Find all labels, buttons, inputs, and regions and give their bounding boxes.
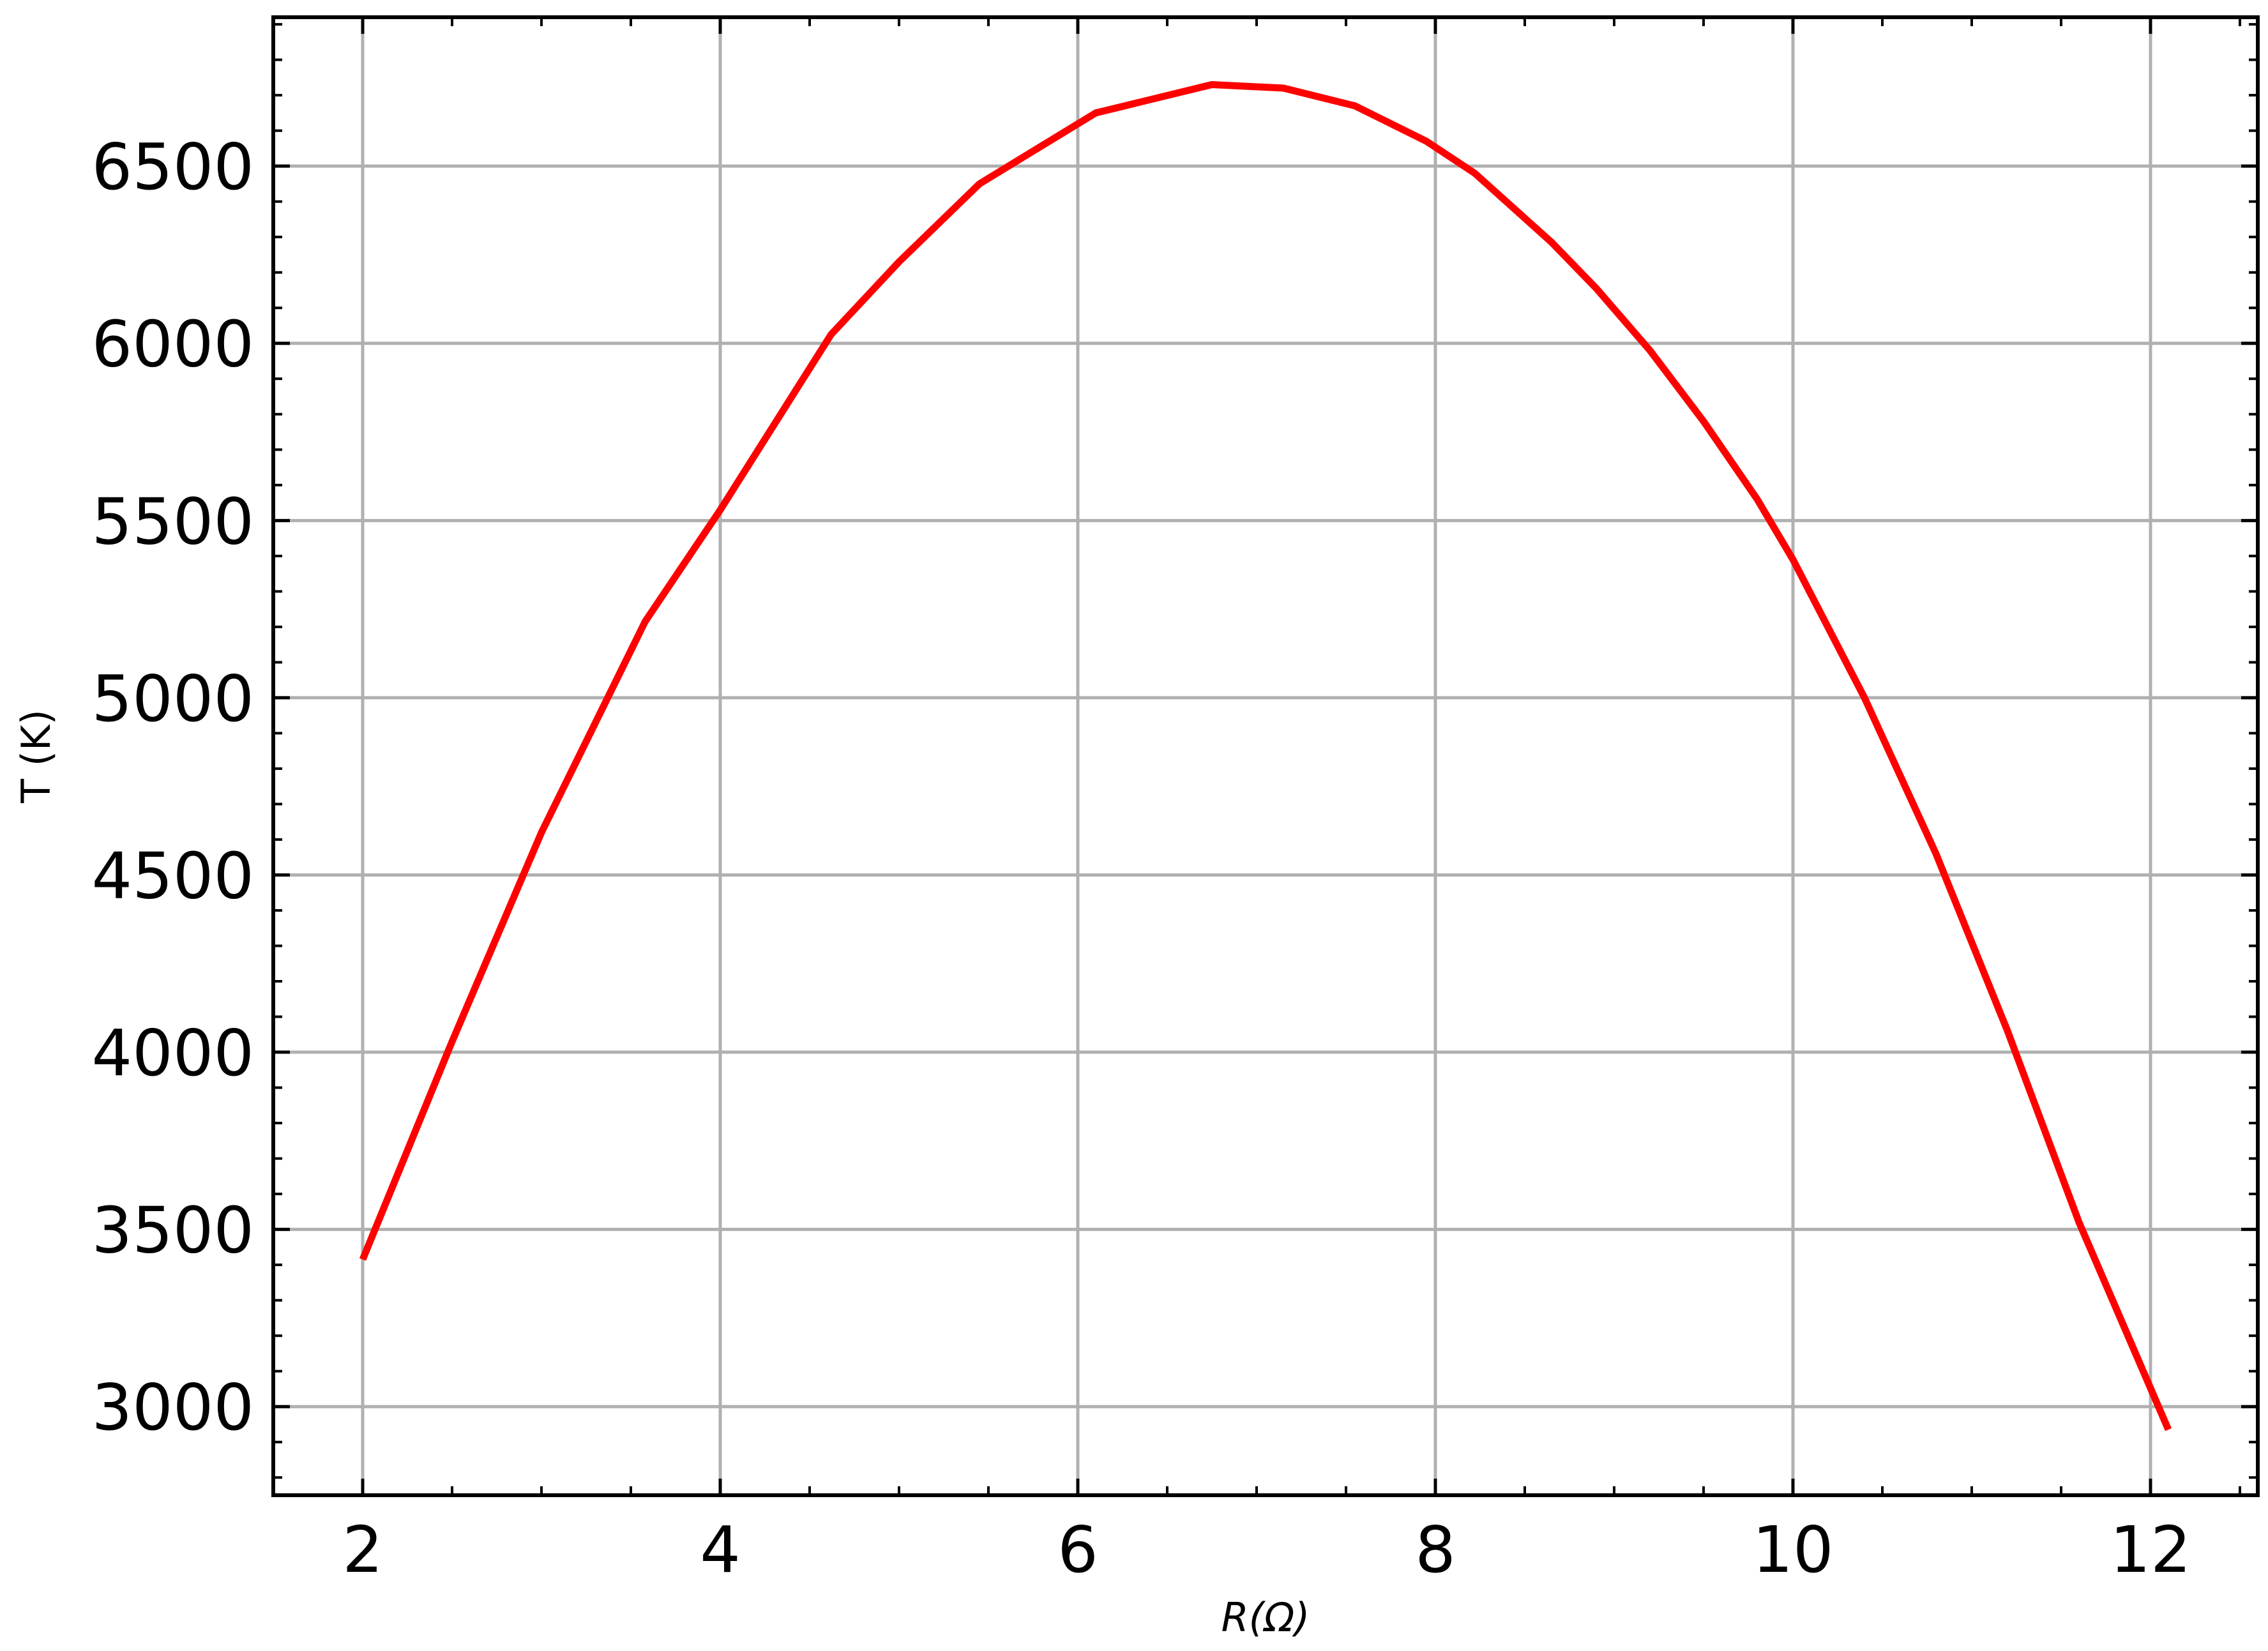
y-tick-labels: 3000 3500 4000 4500 5000 5500 6000 6500 [92, 130, 255, 1445]
y-tick-label: 4500 [92, 838, 255, 913]
y-tick-label: 6000 [92, 307, 255, 382]
y-tick-label: 6500 [92, 130, 255, 204]
x-axis-label: R(Ω) [1221, 1594, 1310, 1641]
series-line [359, 81, 2172, 1431]
x-tick-label: 10 [1752, 1512, 1833, 1587]
x-tick-label: 8 [1415, 1512, 1456, 1587]
x-tick-label: 4 [700, 1512, 741, 1587]
x-tick-label: 6 [1057, 1512, 1098, 1587]
y-tick-label: 3500 [92, 1193, 255, 1268]
y-tick-label: 3000 [92, 1370, 255, 1445]
x-tick-label: 2 [342, 1512, 383, 1587]
x-tick-labels: 2 4 6 8 10 12 [342, 1512, 2191, 1587]
plot-frame [271, 15, 2260, 1497]
major-ticks [273, 17, 2258, 1495]
y-tick-label: 5000 [92, 661, 255, 736]
x-tick-label: 12 [2110, 1512, 2191, 1587]
y-tick-label: 5500 [92, 484, 255, 559]
y-axis-label: T (K) [13, 709, 59, 804]
y-tick-label: 4000 [92, 1016, 255, 1090]
